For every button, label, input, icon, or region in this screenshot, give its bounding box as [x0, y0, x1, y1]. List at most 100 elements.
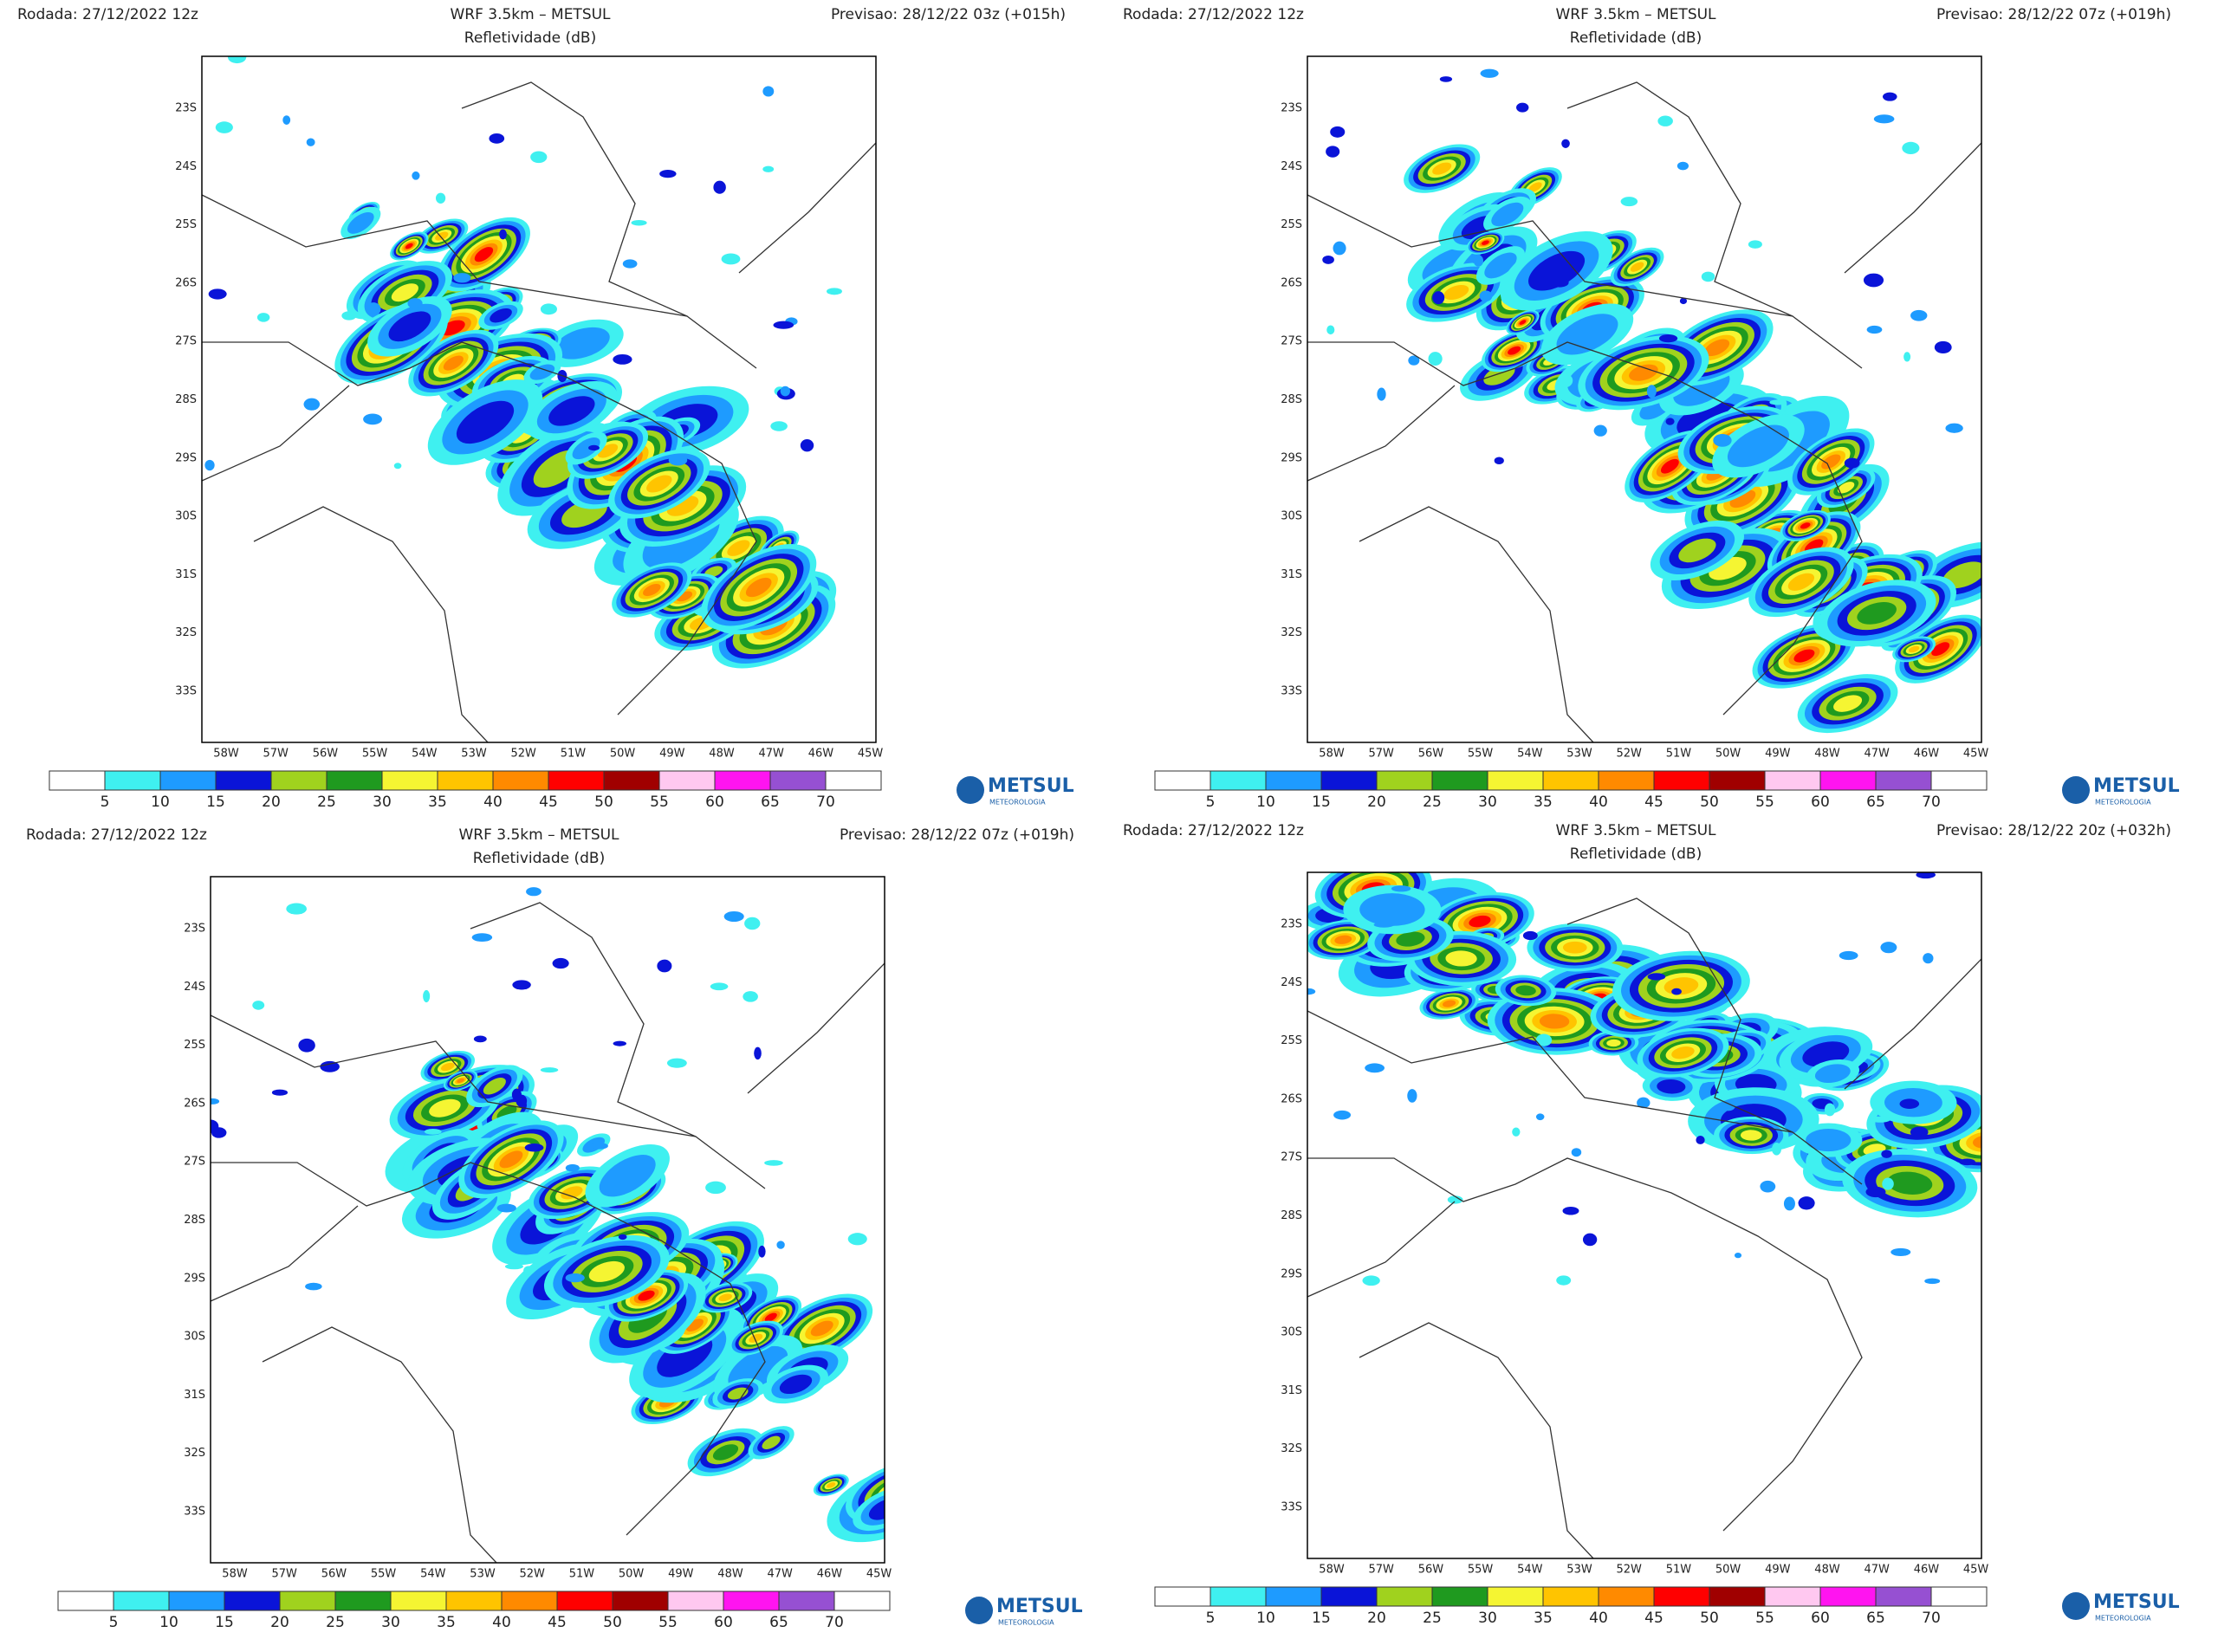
map-frame — [201, 55, 877, 743]
colorbar-label: 10 — [159, 1614, 178, 1631]
lon-label: 45W — [1963, 748, 1989, 761]
border-line — [1307, 341, 1863, 716]
logo-globe — [2062, 776, 2090, 804]
echo — [215, 121, 233, 133]
echo — [511, 1088, 522, 1101]
lat-label: 28S — [1281, 393, 1302, 406]
echo — [504, 1263, 523, 1270]
colorbar-label: 50 — [1700, 794, 1719, 811]
border-line — [202, 194, 757, 369]
border-line — [461, 81, 688, 317]
lat-label: 30S — [184, 1331, 205, 1344]
echo — [1469, 915, 1491, 928]
echo — [456, 400, 515, 444]
echo — [474, 247, 494, 262]
lon-label: 45W — [1963, 1564, 1989, 1577]
echo — [286, 903, 307, 915]
lon-label: 52W — [510, 748, 536, 761]
echo — [710, 982, 729, 991]
echo — [1396, 931, 1425, 947]
echo — [423, 989, 431, 1003]
echo — [668, 454, 688, 466]
lon-label: 47W — [1864, 1564, 1890, 1577]
lon-label: 56W — [1418, 748, 1444, 761]
lon-label: 55W — [362, 748, 388, 761]
echo — [1391, 885, 1411, 892]
colorbar-box — [723, 1590, 780, 1611]
lon-label: 52W — [1616, 1564, 1642, 1577]
echo — [540, 303, 557, 315]
colorbar-label: 55 — [650, 794, 669, 811]
lon-label: 46W — [1914, 748, 1940, 761]
echo — [1334, 935, 1352, 944]
colorbar-label: 70 — [1922, 1610, 1941, 1627]
field-subtitle: Refletividade (dB) — [464, 29, 596, 47]
echo — [734, 393, 743, 402]
echo — [1844, 457, 1860, 469]
colorbar-box — [159, 770, 217, 791]
lat-label: 33S — [1281, 1501, 1302, 1514]
echo — [1880, 942, 1897, 954]
lon-label: 56W — [321, 1568, 347, 1581]
colorbar-box — [833, 1590, 891, 1611]
colorbar-label: 15 — [1312, 794, 1331, 811]
border-line — [738, 142, 876, 274]
border-line — [253, 506, 489, 742]
forecast-label: Previsao: 28/12/22 07z (+019h) — [840, 826, 1074, 844]
lon-label: 46W — [1914, 1564, 1940, 1577]
lat-label: 29S — [1281, 451, 1302, 464]
echo — [282, 115, 291, 125]
map — [1307, 872, 1981, 1558]
echo — [1798, 1196, 1815, 1210]
echo — [1377, 387, 1386, 401]
echo — [1439, 76, 1453, 82]
echo — [490, 308, 512, 323]
echo — [1522, 930, 1538, 941]
lon-label: 51W — [1666, 1564, 1692, 1577]
border-line — [202, 341, 757, 716]
lat-label: 28S — [184, 1214, 205, 1227]
echo — [1814, 1064, 1851, 1083]
field-subtitle: Refletividade (dB) — [1570, 29, 1702, 47]
echo — [1882, 92, 1897, 101]
echo — [1480, 68, 1499, 78]
echo — [1676, 161, 1689, 171]
colorbar-box — [224, 1590, 281, 1611]
echo — [523, 1266, 535, 1275]
echo — [1899, 1098, 1920, 1109]
map-frame — [210, 876, 885, 1564]
colorbar-box — [445, 1590, 503, 1611]
colorbar-label: 70 — [1922, 794, 1941, 811]
echo — [1931, 642, 1950, 657]
echo — [1326, 146, 1340, 158]
echo — [1657, 1079, 1686, 1094]
colorbar-label: 60 — [705, 794, 724, 811]
echo — [363, 413, 383, 425]
logo-tagline: METEOROLOGIA — [989, 799, 1046, 807]
echo — [453, 273, 471, 283]
echo — [1443, 1000, 1456, 1007]
colorbar-label: 5 — [1206, 794, 1216, 811]
lon-label: 57W — [263, 748, 289, 761]
echo — [499, 229, 507, 240]
echo — [1910, 1126, 1929, 1138]
lat-label: 31S — [184, 1389, 205, 1402]
forecast-label: Previsao: 28/12/22 03z (+015h) — [831, 6, 1066, 23]
echo — [303, 398, 321, 411]
echo — [412, 171, 420, 180]
lon-label: 57W — [271, 1568, 297, 1581]
map — [202, 56, 876, 742]
echo — [1550, 277, 1569, 288]
border-line — [211, 1205, 359, 1302]
echo — [712, 1444, 739, 1461]
colorbar-label: 25 — [1423, 1610, 1442, 1627]
echo — [320, 1060, 340, 1072]
colorbar-label: 10 — [1256, 1610, 1275, 1627]
lat-label: 23S — [175, 102, 197, 115]
echo — [1562, 1206, 1579, 1215]
echo — [1972, 1135, 1981, 1149]
echo — [1857, 602, 1897, 625]
colorbar-box — [1431, 1586, 1488, 1607]
colorbar-label: 30 — [373, 794, 392, 811]
echo — [1528, 250, 1586, 291]
